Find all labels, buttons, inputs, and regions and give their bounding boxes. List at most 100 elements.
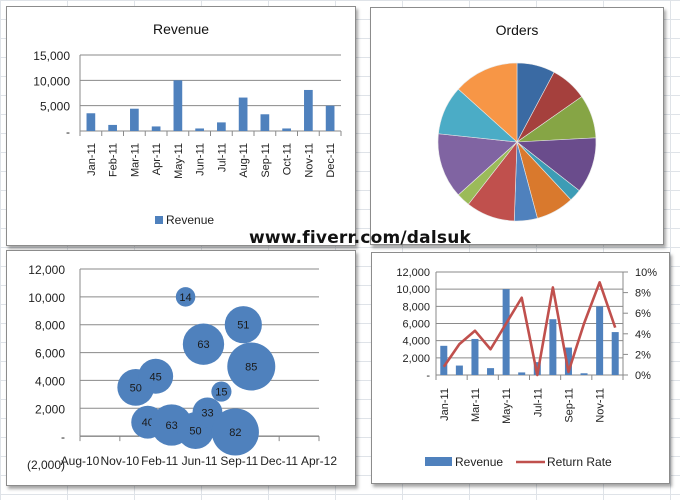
revenue-bar[interactable]	[195, 128, 204, 131]
bubble-chart-panel[interactable]: (2,000) - 2,000 4,000 6,000 8,000 10,000 12,000…	[6, 250, 356, 486]
revenue-bar[interactable]	[564, 347, 572, 375]
y2-tick-label: 8%	[635, 288, 651, 300]
y-tick-label: 10,000	[33, 74, 70, 88]
bubble-chart: (2,000) - 2,000 4,000 6,000 8,000 10,000 12,000…	[27, 263, 337, 472]
bubble[interactable]: 51	[224, 306, 262, 344]
revenue-bar[interactable]	[151, 126, 161, 131]
y-tick-label: (2,000)	[27, 458, 65, 472]
x-tick-label: Apr-12	[301, 454, 337, 468]
bubble-label: 50	[189, 426, 201, 438]
revenue-bar[interactable]	[487, 368, 495, 375]
y-tick-label: -	[426, 370, 430, 382]
revenue-bar[interactable]	[440, 345, 448, 375]
bubble[interactable]: 15	[211, 381, 232, 402]
return-rate-line[interactable]	[442, 280, 617, 377]
y-tick-label: 8,000	[35, 319, 65, 333]
x-tick-label: Oct-11	[282, 143, 294, 175]
y-tick-label: 4,000	[402, 336, 430, 348]
y-tick-label: 2,000	[35, 402, 65, 416]
revenue-bar[interactable]	[238, 97, 248, 131]
bubble-label: 45	[150, 371, 162, 383]
orders-chart-title: Orders	[495, 22, 539, 38]
bubble-label: 33	[201, 407, 213, 419]
revenue-bar[interactable]	[549, 319, 557, 375]
bubble-label: 15	[215, 387, 227, 399]
x-tick-label: Feb-11	[108, 143, 120, 177]
bubble-label: 14	[179, 292, 191, 304]
y-tick-label: 15,000	[33, 49, 70, 63]
combo-chart-panel[interactable]: - 2,000 4,000 6,000 8,000 10,000 12,000 0% 2% 4% 6…	[371, 252, 670, 484]
x-tick-label: Jun-11	[182, 454, 218, 468]
legend-label-return-rate: Return Rate	[547, 455, 612, 469]
x-tick-label: Sep-11	[220, 454, 258, 468]
y-tick-label: -	[66, 125, 70, 139]
legend-label-revenue: Revenue	[455, 455, 503, 469]
orders-pie-chart	[437, 62, 597, 222]
bubble-label: 63	[197, 339, 209, 351]
revenue-bar[interactable]	[108, 124, 117, 131]
y2-tick-label: 10%	[635, 267, 657, 279]
x-tick-label: Nov-10	[100, 454, 139, 468]
bubble-label: 40	[142, 417, 154, 429]
legend-label: Revenue	[166, 213, 214, 227]
bubble[interactable]: 45	[138, 358, 174, 394]
revenue-chart-panel[interactable]: Revenue - 5,000 10,000 15,000 Jan-11 Feb-11 Ma…	[6, 6, 356, 246]
revenue-chart-title: Revenue	[152, 21, 210, 37]
bubble-label: 51	[237, 320, 249, 332]
y-tick-label: 10,000	[28, 291, 65, 305]
revenue-bar-chart: - 5,000 10,000 15,000 Jan-11 Feb-11 Mar-11 Apr-…	[33, 49, 342, 227]
legend-swatch-revenue	[425, 457, 452, 466]
y-tick-label: 10,000	[396, 284, 430, 296]
revenue-bar[interactable]	[518, 372, 526, 375]
y-tick-label: 4,000	[35, 374, 65, 388]
y-tick-label: -	[61, 430, 65, 444]
revenue-bar[interactable]	[611, 332, 619, 375]
revenue-bar[interactable]	[325, 105, 335, 131]
revenue-bar[interactable]	[471, 338, 479, 375]
x-tick-label: Mar-11	[129, 143, 141, 177]
y-tick-label: 12,000	[28, 263, 65, 277]
pie-slice[interactable]	[437, 133, 518, 196]
bubble[interactable]: 85	[227, 342, 276, 391]
x-tick-label: Feb-11	[141, 454, 178, 468]
x-tick-label: Jan-11	[439, 388, 451, 421]
y-tick-label: 8,000	[402, 301, 430, 313]
bubble[interactable]: 63	[182, 323, 225, 365]
bubble[interactable]: 14	[175, 287, 196, 307]
orders-chart-panel[interactable]: Orders	[370, 7, 664, 245]
x-tick-label: Jul-11	[532, 388, 544, 417]
x-tick-label: Dec-11	[260, 454, 298, 468]
y-tick-label: 6,000	[402, 319, 430, 331]
revenue-bar[interactable]	[304, 89, 313, 131]
x-tick-label: May-11	[173, 143, 185, 179]
x-tick-label: Jun-11	[195, 143, 207, 176]
bubble-label: 63	[165, 420, 177, 432]
revenue-bar[interactable]	[580, 373, 588, 375]
x-tick-label: Mar-11	[470, 388, 482, 422]
bubble-label: 50	[130, 382, 142, 394]
revenue-bar[interactable]	[86, 113, 96, 131]
revenue-bar[interactable]	[130, 108, 139, 131]
y-tick-label: 12,000	[396, 267, 430, 279]
x-tick-label: Jul-11	[216, 143, 228, 172]
pie-slice[interactable]	[457, 62, 518, 143]
revenue-bar[interactable]	[596, 306, 604, 375]
bubble[interactable]: 82	[211, 408, 259, 456]
revenue-bar[interactable]	[455, 365, 463, 375]
x-tick-label: Sep-11	[563, 388, 575, 423]
bubble-label: 82	[229, 427, 241, 439]
x-tick-label: Jan-11	[86, 143, 98, 176]
revenue-bar[interactable]	[282, 128, 291, 131]
x-tick-label: Dec-11	[325, 143, 337, 178]
y-tick-label: 2,000	[402, 353, 430, 365]
legend-swatch	[155, 216, 163, 224]
y2-tick-label: 4%	[635, 329, 651, 341]
revenue-bar[interactable]	[260, 114, 270, 131]
y2-tick-label: 6%	[635, 308, 651, 320]
bubble-label: 85	[245, 362, 257, 374]
revenue-bar[interactable]	[217, 122, 226, 131]
bubble[interactable]: 33	[192, 397, 223, 428]
revenue-bar[interactable]	[173, 80, 183, 131]
revenue-bar[interactable]	[502, 289, 510, 375]
x-tick-label: Sep-11	[260, 143, 272, 178]
